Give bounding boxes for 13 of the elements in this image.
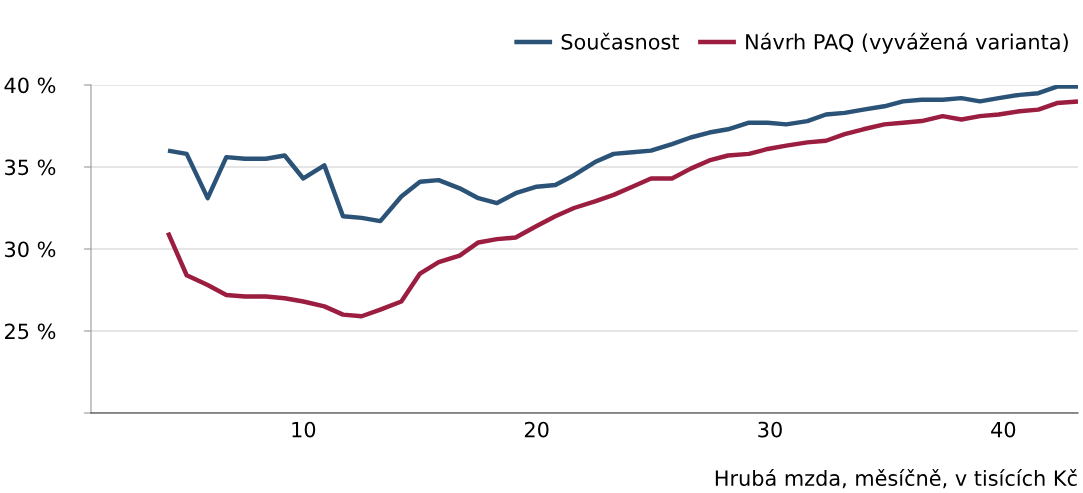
x-tick-label: 30 <box>758 421 782 438</box>
legend-label: Návrh PAQ (vyvážená varianta) <box>746 32 1068 54</box>
x-tick-label: 20 <box>524 421 549 438</box>
x-axis-title: Hrubá mzda, měsíčně, v tisících Kč <box>715 469 1077 489</box>
line-series <box>165 99 1078 319</box>
legend-label: Současnost <box>561 32 680 50</box>
y-tick-label: 25 % <box>5 323 56 340</box>
y-tick-label: 30 % <box>5 241 56 258</box>
x-tick-label: 40 <box>991 421 1016 438</box>
y-tick-label: 40 % <box>4 77 56 94</box>
x-tick-label: 10 <box>292 421 316 438</box>
line-series <box>165 85 1078 224</box>
y-tick-label: 35 % <box>5 159 56 176</box>
